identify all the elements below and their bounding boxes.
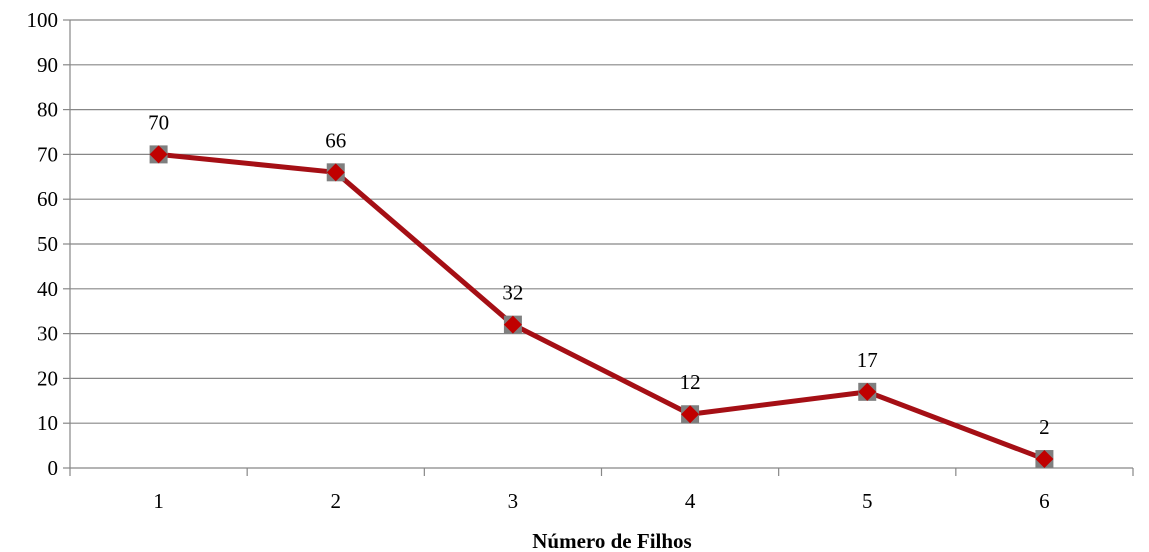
y-tick-label: 0 [48, 456, 59, 480]
data-point [503, 315, 522, 334]
x-tick-labels: 1 2 3 4 5 6 [153, 489, 1049, 513]
data-point [326, 163, 345, 182]
y-tick-label: 90 [37, 53, 58, 77]
data-point [149, 145, 168, 164]
y-tick-label: 70 [37, 142, 58, 166]
data-label: 70 [148, 110, 169, 134]
data-point [1035, 450, 1054, 469]
y-tick-labels: 0 10 20 30 40 50 60 70 80 90 100 [27, 8, 59, 480]
series-markers [149, 145, 1054, 469]
series-line [156, 151, 1047, 462]
axes [63, 19, 1134, 476]
x-tick-label: 1 [153, 489, 164, 513]
x-tick-label: 2 [331, 489, 342, 513]
data-point [858, 382, 877, 401]
data-labels: 70 66 32 12 17 2 [148, 110, 1050, 439]
data-label: 66 [325, 128, 346, 152]
series-lines [156, 151, 1047, 462]
y-tick-label: 50 [37, 232, 58, 256]
data-point [681, 405, 700, 424]
y-tick-label: 60 [37, 187, 58, 211]
y-tick-label: 10 [37, 411, 58, 435]
data-label: 17 [857, 348, 878, 372]
x-tick-label: 5 [862, 489, 873, 513]
x-tick-label: 6 [1039, 489, 1050, 513]
y-tick-label: 40 [37, 277, 58, 301]
y-tick-label: 30 [37, 322, 58, 346]
y-tick-label: 100 [27, 8, 59, 32]
y-tick-label: 20 [37, 366, 58, 390]
gridlines [70, 19, 1133, 424]
data-label: 32 [502, 281, 523, 305]
x-axis-title: Número de Filhos [532, 529, 691, 552]
y-tick-label: 80 [37, 98, 58, 122]
x-tick-label: 4 [685, 489, 696, 513]
x-tick-label: 3 [508, 489, 519, 513]
data-label: 12 [680, 370, 701, 394]
data-label: 2 [1039, 415, 1050, 439]
